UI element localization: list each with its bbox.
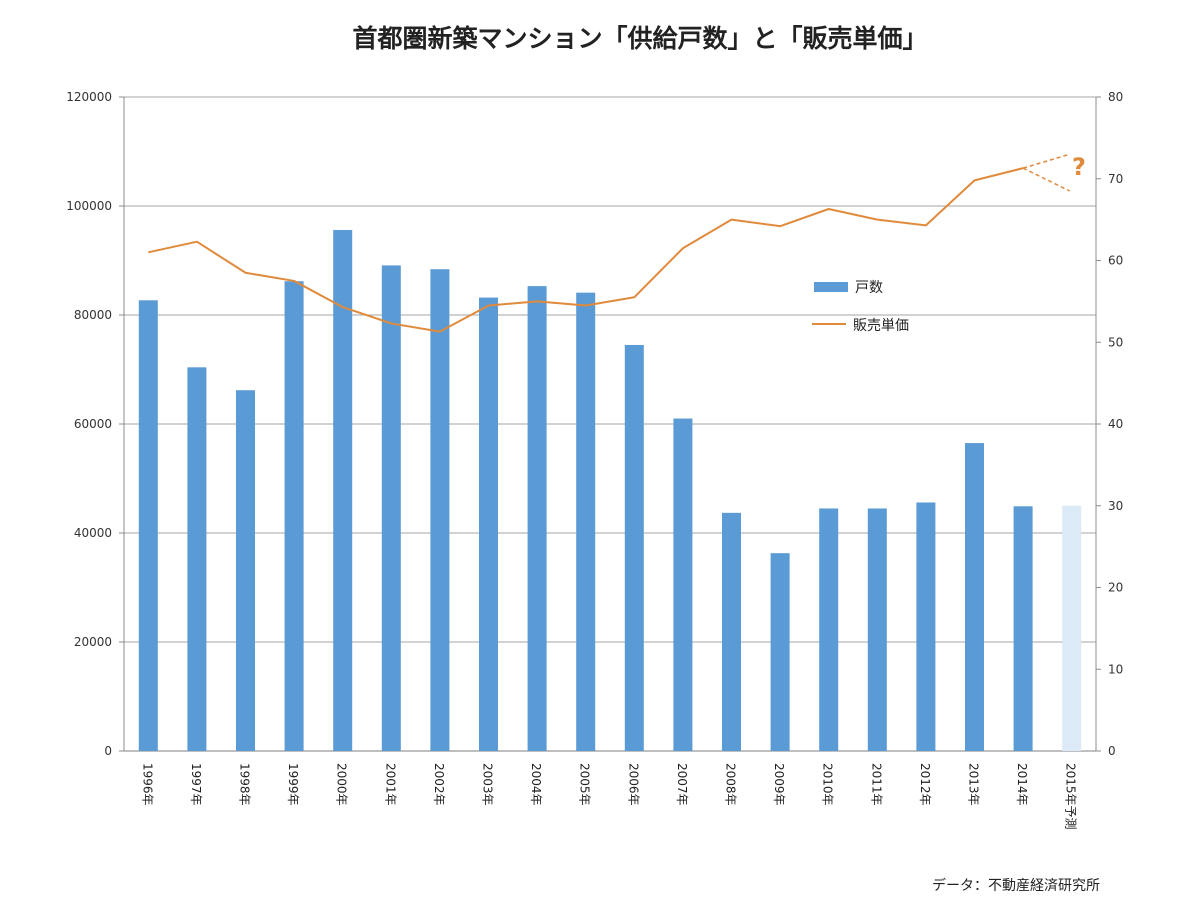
category-label: 2011年	[869, 763, 883, 806]
bar	[576, 292, 596, 751]
category-label: 2010年	[821, 763, 835, 806]
category-label: 1997年	[189, 763, 203, 806]
category-label: 2012年	[918, 763, 932, 806]
bar	[819, 508, 839, 751]
right-tick-label: 20	[1108, 581, 1123, 595]
category-label: 2006年	[626, 763, 640, 806]
bar	[673, 418, 693, 751]
legend-swatch-bar	[814, 282, 848, 292]
category-label: 2000年	[335, 763, 349, 806]
bar-series	[138, 229, 1082, 752]
source-note: データ：不動産経済研究所	[932, 877, 1100, 894]
category-label: 1998年	[238, 763, 252, 806]
category-label: 2004年	[529, 763, 543, 806]
right-tick-label: 40	[1108, 417, 1123, 431]
category-label: 1999年	[286, 763, 300, 806]
left-tick-label: 100000	[66, 199, 112, 213]
bar	[624, 344, 644, 751]
category-label: 2002年	[432, 763, 446, 806]
right-tick-label: 50	[1108, 335, 1123, 349]
legend-label-line: 販売単価	[853, 318, 909, 334]
bar	[1013, 506, 1033, 751]
category-label: 2003年	[481, 763, 495, 806]
category-label: 2007年	[675, 763, 689, 806]
bar	[333, 229, 353, 752]
left-tick-label: 60000	[74, 417, 112, 431]
bar	[187, 367, 207, 751]
right-tick-label: 30	[1108, 499, 1123, 513]
bar	[381, 265, 401, 751]
forecast-lower	[1022, 167, 1071, 192]
category-label: 2015年予測	[1064, 763, 1078, 830]
bar	[527, 286, 547, 751]
bar	[916, 502, 936, 751]
left-tick-label: 120000	[66, 90, 112, 104]
bar	[430, 269, 450, 751]
bar	[138, 300, 158, 751]
right-tick-label: 10	[1108, 662, 1123, 676]
category-label: 2001年	[383, 763, 397, 806]
left-tick-label: 0	[104, 744, 112, 758]
left-tick-label: 20000	[74, 635, 112, 649]
legend-label-bar: 戸数	[855, 280, 883, 296]
left-tick-label: 40000	[74, 526, 112, 540]
category-label: 2009年	[772, 763, 786, 806]
forecast-upper	[1022, 153, 1070, 169]
bar	[1062, 505, 1082, 751]
bar	[722, 512, 741, 751]
right-tick-label: 0	[1108, 744, 1116, 758]
category-label: 1996年	[140, 763, 154, 806]
category-label: 2005年	[578, 763, 592, 806]
left-axis: 0 20000 40000 60000 80000 100000 120000	[66, 90, 124, 758]
bar	[284, 281, 304, 751]
bar	[236, 390, 255, 751]
bar	[867, 508, 887, 751]
category-label: 2014年	[1015, 763, 1029, 806]
left-tick-label: 80000	[74, 308, 112, 322]
bar	[479, 297, 498, 751]
category-label: 2008年	[724, 763, 738, 806]
forecast-question-mark: ?	[1072, 153, 1086, 181]
category-label: 2013年	[967, 763, 981, 806]
right-tick-label: 70	[1108, 172, 1123, 186]
bar	[770, 553, 790, 751]
gridlines	[123, 96, 1097, 752]
right-tick-label: 80	[1108, 90, 1123, 104]
line-series	[148, 153, 1071, 333]
chart-title: 首都圏新築マンション「供給戸数」と「販売単価」	[352, 24, 927, 53]
right-tick-label: 60	[1108, 254, 1123, 268]
bar	[965, 443, 984, 751]
right-axis: 0 10 20 30 40 50 60 70 80	[1096, 90, 1123, 758]
category-axis: 1996年 1997年 1998年 1999年 2000年 2001年 2002年 2003年…	[140, 763, 1077, 830]
legend: 戸数 販売単価	[812, 280, 909, 334]
